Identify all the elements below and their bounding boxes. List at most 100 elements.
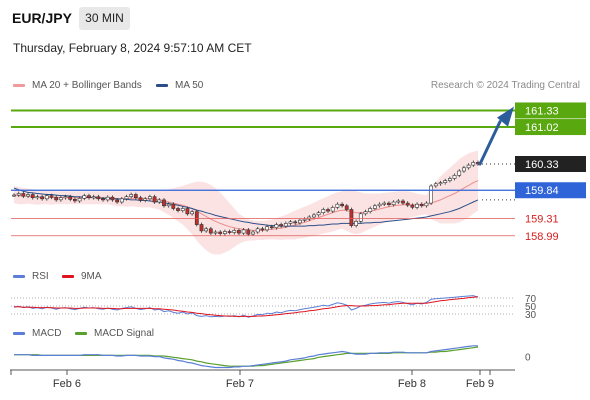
ma50-line <box>13 187 479 227</box>
macd-swatch <box>13 332 25 335</box>
candle-body <box>279 224 284 227</box>
candle-body <box>171 203 176 209</box>
timeframe-badge[interactable]: 30 MIN <box>79 7 130 30</box>
candle-body <box>283 223 288 227</box>
candle-body <box>330 207 335 212</box>
candle-body <box>321 209 326 214</box>
candle-body <box>133 194 138 199</box>
candle-body <box>274 224 279 229</box>
target-price-tag <box>515 102 586 119</box>
datetime-label: Thursday, February 8, 2024 9:57:10 AM CE… <box>13 41 252 55</box>
rsi-tick-label: 70 <box>525 294 537 305</box>
forecast-arrow-head <box>497 106 514 127</box>
candle-body <box>438 182 443 185</box>
candle-body <box>316 212 321 216</box>
rsi-9ma-legend-label: 9MA <box>81 271 102 282</box>
last-price-tag <box>515 156 586 173</box>
candle-body <box>58 197 63 201</box>
legend-rsi: RSI <box>13 271 49 282</box>
candle-body <box>433 183 438 187</box>
candle-body <box>396 200 401 203</box>
candle-body <box>77 198 82 202</box>
macd-panel: 0 <box>14 345 531 369</box>
candle-body <box>152 196 157 203</box>
legend-rsi-9ma: 9MA <box>62 271 102 282</box>
candle-body <box>232 230 237 233</box>
candle-body <box>466 164 471 169</box>
candle-body <box>251 231 255 235</box>
candle-body <box>73 199 77 202</box>
candle-body <box>194 211 199 225</box>
macd-signal-swatch <box>75 332 87 335</box>
legend-ma50: MA 50 <box>156 80 203 91</box>
rsi-9ma-swatch <box>62 275 74 278</box>
candle-body <box>424 202 429 207</box>
candle-body <box>246 229 251 235</box>
candle-body <box>208 228 213 234</box>
candle-body <box>218 231 223 234</box>
candle-body <box>44 195 49 200</box>
pivot-price-label: 159.84 <box>525 185 559 197</box>
stop-price-label: 158.99 <box>525 231 559 243</box>
macd-signal-line <box>14 346 479 367</box>
candle-body <box>255 228 260 233</box>
candle-body <box>410 204 415 208</box>
candle-body <box>40 196 45 200</box>
candle-body <box>110 196 115 201</box>
candle-body <box>87 195 91 199</box>
candle-body <box>199 224 204 232</box>
macd-legend-label: MACD <box>32 328 62 339</box>
candle-body <box>68 196 73 200</box>
ma20-swatch <box>13 84 25 87</box>
candle-body <box>349 209 354 226</box>
legend-macd-signal: MACD Signal <box>75 328 154 339</box>
ma20-legend-label: MA 20 + Bollinger Bands <box>32 80 142 91</box>
candle-body <box>213 231 218 234</box>
levels-layer: 161.33 161.02 160.33 159.84 159.31 158.99 <box>11 102 586 243</box>
candle-body <box>63 196 68 199</box>
candle-body <box>12 194 16 197</box>
candle-body <box>101 198 105 201</box>
candle-body <box>162 199 166 207</box>
candle-body <box>21 193 26 197</box>
candle-body <box>471 162 476 166</box>
candle-body <box>354 221 359 226</box>
bollinger-band-fill <box>14 150 478 255</box>
rsi-legend-label: RSI <box>32 271 49 282</box>
rsi-9ma-line <box>14 296 479 317</box>
candle-body <box>288 221 293 224</box>
candle-body <box>16 193 21 196</box>
x-tick-label: Feb 9 <box>466 378 494 390</box>
research-credit: Research © 2024 Trading Central <box>430 80 580 91</box>
candle-body <box>227 231 232 233</box>
candle-body <box>35 196 40 199</box>
candle-body <box>391 201 396 206</box>
pivot-price-tag <box>515 182 586 199</box>
candle-body <box>124 196 129 200</box>
chart-header: EUR/JPY 30 MIN <box>0 0 590 38</box>
x-tick-label: Feb 7 <box>226 378 254 390</box>
x-tick-label: Feb 8 <box>398 378 426 390</box>
candle-body <box>443 180 448 184</box>
candle-body <box>82 195 87 199</box>
candle-body <box>223 231 227 234</box>
macd-line <box>14 345 478 369</box>
candle-body <box>415 203 419 208</box>
candle-body <box>166 203 171 207</box>
target-price-tag <box>515 119 586 136</box>
candle-body <box>302 218 307 221</box>
candle-body <box>96 196 101 200</box>
legend-ma20-bollinger: MA 20 + Bollinger Bands <box>13 80 142 91</box>
candle-body <box>138 197 143 201</box>
candle-body <box>30 194 35 199</box>
last-price-label: 160.33 <box>525 159 559 171</box>
candle-body <box>241 229 246 234</box>
ma50-swatch <box>156 84 168 87</box>
stop-price-label: 159.31 <box>525 214 559 226</box>
candle-body <box>180 208 185 211</box>
candle-body <box>176 208 180 211</box>
candle-body <box>204 228 209 232</box>
candle-body <box>115 199 120 203</box>
candle-body <box>91 196 96 199</box>
